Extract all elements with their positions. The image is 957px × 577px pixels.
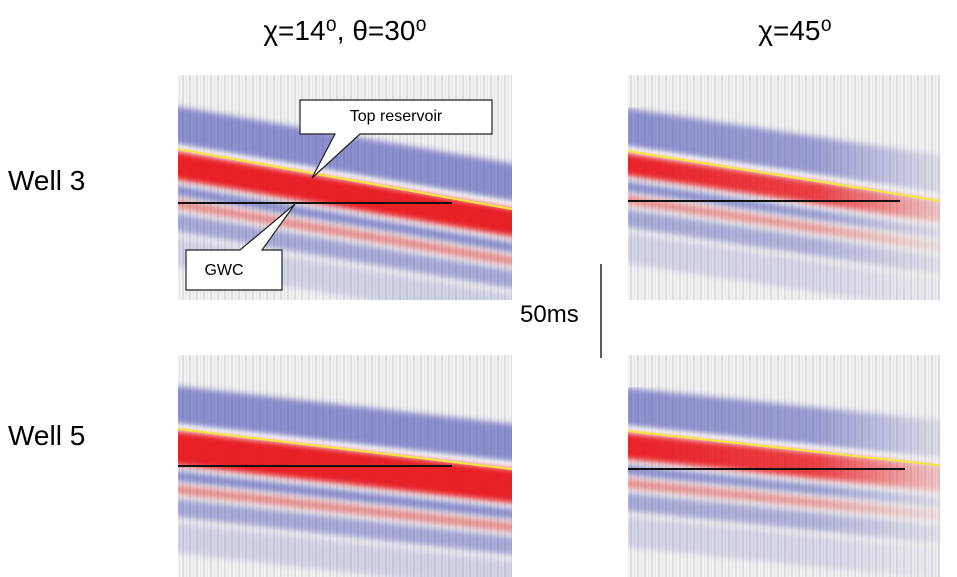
reflector-band: [628, 209, 940, 275]
reflector-band: [628, 517, 940, 577]
horizon-line: [628, 430, 940, 467]
reflector-band: [178, 386, 512, 462]
reflector-band: [628, 493, 940, 544]
reflector-band: [178, 499, 512, 555]
reflector-band: [178, 471, 512, 519]
callout-text: Top reservoir: [350, 108, 443, 125]
reflector-band: [178, 485, 512, 532]
reflector-band: [628, 388, 940, 459]
reflector-band: [178, 199, 512, 266]
callout-text: GWC: [204, 262, 243, 279]
horizon-line: [178, 148, 512, 211]
reflector-band: [628, 153, 940, 223]
seismic-panel: [628, 75, 940, 300]
horizon-line: [178, 428, 512, 471]
reflector-band: [628, 233, 940, 300]
row-label: Well 3: [8, 165, 85, 196]
horizon-line: [628, 150, 940, 202]
reflector-band: [178, 431, 512, 503]
seismic-panel: [628, 355, 940, 577]
reflector-band: [178, 523, 512, 577]
scale-label: 50ms: [520, 301, 579, 328]
reflector-band: [628, 195, 940, 252]
column-title: χ=14⁰, θ=30⁰: [263, 15, 426, 46]
reflector-band: [628, 433, 940, 492]
callout: Top reservoir: [299, 99, 493, 179]
reflector-band: [628, 479, 940, 521]
row-label: Well 5: [8, 420, 85, 451]
column-title: χ=45⁰: [758, 15, 831, 46]
reflector-band: [178, 106, 512, 202]
reflector-band: [628, 108, 940, 194]
reflector-band: [628, 181, 940, 239]
reflector-band: [628, 465, 940, 508]
seismic-panel: [178, 355, 512, 577]
callout: GWC: [185, 203, 296, 291]
reflector-band: [178, 151, 512, 237]
